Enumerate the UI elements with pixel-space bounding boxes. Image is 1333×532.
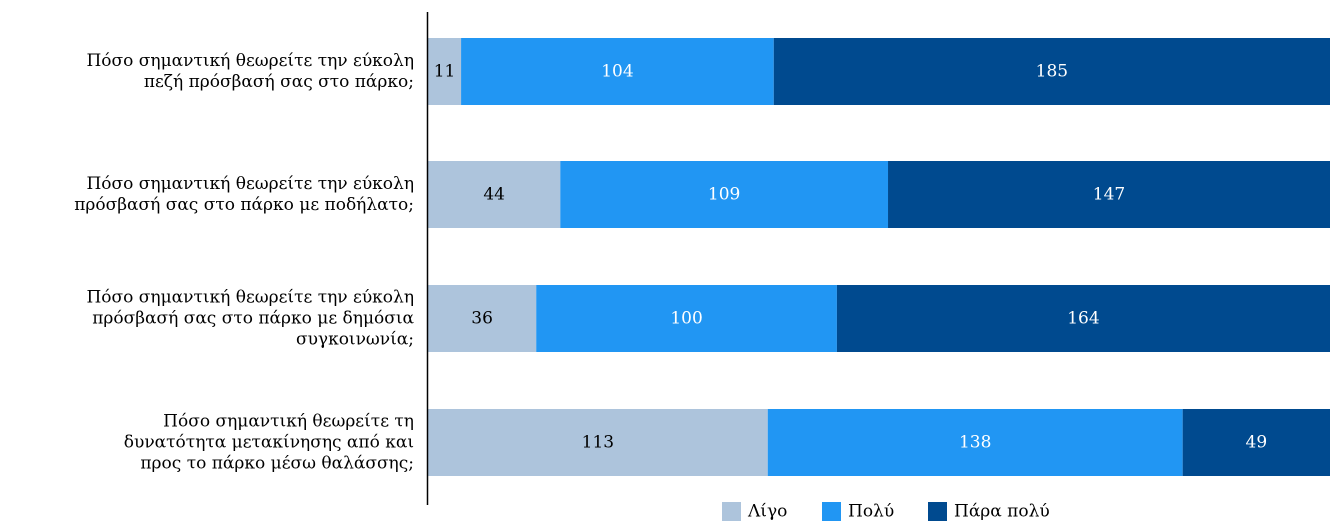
bar-3-row-1: [773, 38, 1330, 105]
data-label: 44: [483, 185, 505, 205]
bar-3-row-3: [836, 285, 1330, 352]
data-label: 185: [1036, 62, 1068, 82]
bar-3-row-2: [888, 161, 1330, 228]
data-label: 49: [1246, 433, 1268, 453]
data-label: 100: [670, 309, 702, 329]
legend: Λίγο Πολύ Πάρα πολύ: [722, 502, 1050, 522]
category-label: Πόσο σημαντική θεωρείτε την εύκολη: [86, 288, 414, 308]
category-label: Πόσο σημαντική θεωρείτε την εύκολη: [86, 51, 414, 71]
category-label: πρόσβασή σας στο πάρκο με δημόσια: [92, 309, 414, 329]
category-label: Πόσο σημαντική θεωρείτε τη: [163, 412, 414, 432]
data-labels-group: 11 104 185 44 109 147 36 100 164 113 138 49: [434, 62, 1267, 453]
category-label: πεζή πρόσβασή σας στο πάρκο;: [144, 72, 414, 92]
legend-label: Λίγο: [747, 502, 787, 522]
bar-2-row-4: [767, 409, 1183, 476]
bar-1-row-3: [428, 285, 537, 352]
legend-swatch: [722, 502, 741, 521]
bar-3-row-4: [1182, 409, 1330, 476]
data-label: 11: [434, 62, 456, 82]
legend-label: Πάρα πολύ: [954, 502, 1050, 522]
data-label: 109: [708, 185, 740, 205]
category-label: συγκοινωνία;: [296, 330, 414, 350]
bar-2-row-2: [560, 161, 889, 228]
category-label: προς το πάρκο μέσω θαλάσσης;: [140, 454, 414, 474]
legend-label: Πολύ: [848, 502, 894, 522]
data-label: 36: [471, 309, 493, 329]
category-label: δυνατότητα μετακίνησης από και: [124, 433, 414, 453]
bar-2-row-3: [536, 285, 837, 352]
legend-swatch: [928, 502, 947, 521]
bar-2-row-1: [461, 38, 774, 105]
bar-1-row-2: [428, 161, 561, 228]
data-label: 113: [582, 433, 614, 453]
bars-group: [428, 38, 1330, 476]
bar-1-row-1: [428, 38, 462, 105]
data-label: 138: [959, 433, 991, 453]
data-label: 104: [601, 62, 633, 82]
data-label: 147: [1093, 185, 1125, 205]
bar-1-row-4: [428, 409, 768, 476]
legend-swatch: [822, 502, 841, 521]
category-label: Πόσο σημαντική θεωρείτε την εύκολη: [86, 174, 414, 194]
category-label: πρόσβασή σας στο πάρκο με ποδήλατο;: [74, 195, 414, 215]
data-label: 164: [1067, 309, 1099, 329]
